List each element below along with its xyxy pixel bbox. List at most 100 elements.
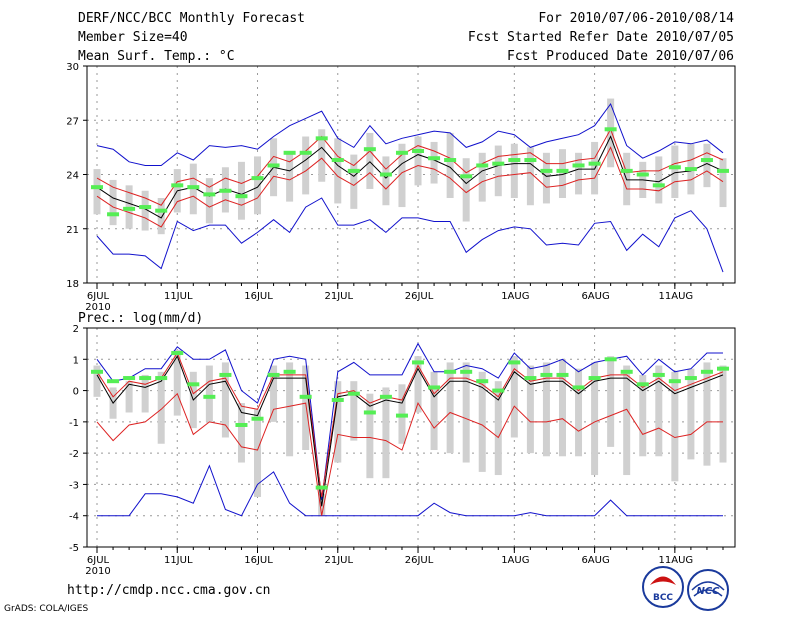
median-marker — [636, 382, 649, 387]
range-bar — [575, 368, 583, 457]
grads-credit: GrADS: COLA/IGES — [4, 604, 89, 614]
x-tick-label: 26JUL — [405, 555, 434, 566]
range-bar — [157, 198, 165, 235]
median-marker — [412, 148, 425, 153]
median-marker — [395, 150, 408, 155]
range-bar — [414, 136, 422, 186]
median-marker — [171, 183, 184, 188]
max-line — [96, 102, 724, 166]
median-marker — [492, 161, 505, 166]
median-marker — [412, 360, 425, 365]
temperature-panel: 18 21 24 27 30 6JUL 11JUL 16JUL 21JUL 26JUL 1AUG 6A… — [66, 62, 736, 313]
ncc-logo-text: NCC — [696, 586, 720, 597]
range-bar — [221, 362, 229, 438]
y-tick-label: -2 — [69, 449, 79, 460]
median-marker — [91, 369, 103, 374]
y-tick-label: 21 — [66, 225, 79, 236]
range-bar — [510, 356, 518, 438]
forecast-range: For 2010/07/06-2010/08/14 — [538, 11, 734, 26]
range-bar — [623, 365, 631, 476]
x-tick-label: 11JUL — [164, 291, 193, 302]
x-tick-label: 1AUG — [501, 291, 529, 302]
range-bar — [703, 362, 711, 466]
range-bar — [575, 152, 583, 195]
ensemble-mean-line — [96, 135, 724, 219]
bcc-logo: BCC — [642, 566, 684, 608]
median-marker — [700, 158, 713, 163]
range-bar — [687, 368, 695, 460]
median-marker — [363, 410, 376, 415]
range-bar — [591, 362, 599, 476]
median-marker — [315, 136, 328, 141]
range-bar — [237, 403, 245, 463]
median-marker — [540, 168, 553, 173]
median-marker — [315, 485, 328, 490]
source-url[interactable]: http://cmdp.ncc.cma.gov.cn — [67, 583, 271, 598]
x-tick-label: 21JUL — [324, 291, 353, 302]
bcc-logo-ring — [642, 566, 684, 608]
median-marker — [347, 168, 360, 173]
range-bar — [157, 371, 165, 444]
range-bar — [350, 381, 358, 441]
prec-panel-title: Prec.: log(mm/d) — [78, 311, 204, 326]
median-marker — [283, 150, 296, 155]
range-bar — [542, 152, 550, 204]
median-marker — [444, 369, 457, 374]
range-bar — [270, 365, 278, 422]
median-marker — [219, 372, 232, 377]
y-tick-label: 24 — [66, 171, 79, 182]
range-bar — [655, 156, 663, 204]
range-bar — [398, 143, 406, 208]
range-bar — [478, 152, 486, 202]
x-tick-label: 6JUL — [87, 291, 110, 302]
min-line — [97, 464, 723, 517]
median-marker — [668, 165, 681, 170]
median-marker — [508, 158, 521, 163]
range-bar — [141, 374, 149, 413]
range-bar — [430, 371, 438, 451]
median-marker — [219, 188, 232, 193]
median-marker — [652, 372, 665, 377]
range-bar — [302, 136, 310, 195]
median-marker — [379, 394, 392, 399]
median-marker — [556, 372, 569, 377]
median-marker — [123, 376, 136, 381]
range-bar — [318, 129, 326, 182]
y-tick-label: -1 — [69, 418, 79, 429]
median-marker — [283, 369, 296, 374]
produced-date: Fcst Produced Date 2010/07/06 — [507, 49, 734, 64]
median-marker — [684, 167, 697, 172]
x-tick-label: 11AUG — [659, 555, 694, 566]
median-marker — [203, 192, 216, 197]
median-marker — [251, 416, 264, 421]
x-year-label: 2010 — [85, 302, 110, 313]
range-bar — [286, 362, 294, 457]
range-bar — [93, 365, 101, 397]
x-tick-label: 16JUL — [244, 291, 273, 302]
range-bar — [510, 143, 518, 199]
min-line — [96, 197, 724, 273]
median-marker — [556, 168, 569, 173]
range-bar — [671, 371, 679, 482]
range-bar — [558, 149, 566, 199]
median-marker — [524, 158, 537, 163]
median-marker — [395, 413, 408, 418]
range-bar — [446, 132, 454, 199]
range-bar — [382, 156, 390, 206]
median-marker — [684, 376, 697, 381]
range-bar — [607, 356, 615, 447]
median-marker — [652, 183, 665, 188]
range-bar — [125, 381, 133, 413]
median-marker — [636, 172, 649, 177]
range-bar — [254, 409, 262, 497]
x-tick-label: 11AUG — [659, 291, 694, 302]
range-bar — [414, 356, 422, 413]
median-marker — [347, 391, 360, 396]
range-bar — [719, 365, 727, 463]
range-bar — [173, 349, 181, 416]
plot-frame — [86, 327, 736, 548]
range-bar — [526, 147, 534, 206]
range-bar — [542, 362, 550, 457]
range-bar — [350, 154, 358, 209]
